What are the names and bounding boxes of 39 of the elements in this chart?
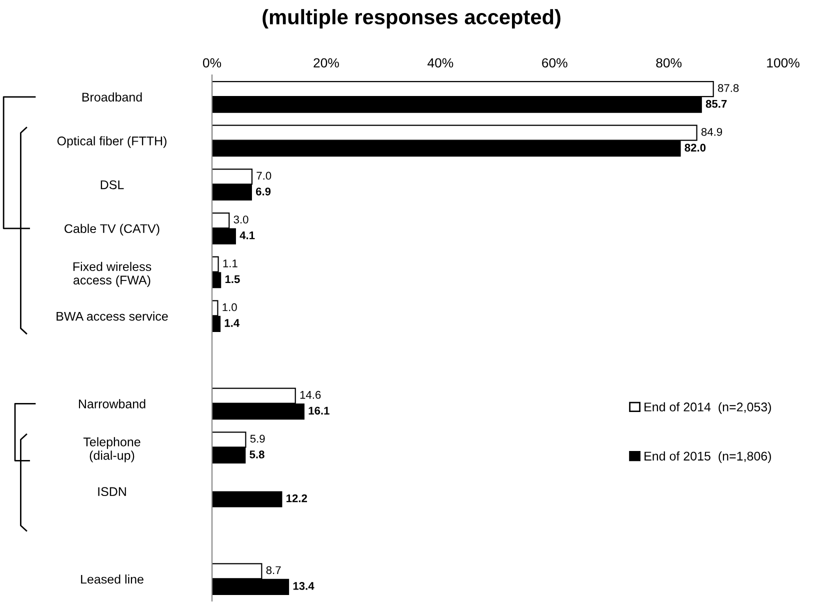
x-tick-label: 20% xyxy=(314,58,339,68)
legend-label: End of 2014 (n=2,053) xyxy=(644,402,771,414)
y-tick-label: Broadband xyxy=(82,92,142,102)
data-label: 1.1 xyxy=(223,260,238,268)
y-tick-label: Optical fiber (FTTH) xyxy=(57,136,166,148)
y-tick-label: ISDN xyxy=(98,487,126,496)
data-label: 1.4 xyxy=(224,319,240,327)
y-tick-label: BWA access service xyxy=(56,312,168,321)
data-label: 13.4 xyxy=(293,582,314,590)
data-label: 82.0 xyxy=(684,144,706,152)
data-label: 7.0 xyxy=(256,172,272,180)
y-tick-label: Cable TV (CATV) xyxy=(64,224,160,236)
data-label: 4.1 xyxy=(240,232,255,240)
data-label: 87.8 xyxy=(718,84,739,92)
data-label: 12.2 xyxy=(286,494,308,502)
data-label: 1.5 xyxy=(225,275,240,284)
legend-label: End of 2015 (n=1,806) xyxy=(644,451,771,464)
y-tick-label: DSL xyxy=(100,180,124,190)
data-label: 16.1 xyxy=(308,406,330,415)
x-tick-label: 0% xyxy=(202,58,222,68)
x-tick-label: 100% xyxy=(767,58,800,68)
data-label: 3.0 xyxy=(234,216,248,224)
x-tick-label: 60% xyxy=(542,58,568,68)
chart-title: (multiple responses accepted) xyxy=(262,9,560,29)
data-label: 85.7 xyxy=(706,100,727,108)
data-label: 5.9 xyxy=(250,434,265,443)
y-tick-label: Leased line xyxy=(81,574,144,584)
data-label: 8.7 xyxy=(266,566,281,574)
x-tick-label: 80% xyxy=(656,58,682,68)
data-label: 5.8 xyxy=(250,450,264,458)
data-label: 6.9 xyxy=(256,188,271,196)
data-label: 84.9 xyxy=(701,128,722,136)
data-label: 1.0 xyxy=(222,303,237,312)
y-tick-label: Narrowband xyxy=(78,399,146,408)
x-tick-label: 40% xyxy=(428,58,454,68)
bar xyxy=(212,491,282,508)
data-label: 14.6 xyxy=(300,390,321,399)
y-tick-label: Telephone (dial-up) xyxy=(83,437,140,462)
y-tick-label: Fixed wireless access (FWA) xyxy=(73,262,152,287)
